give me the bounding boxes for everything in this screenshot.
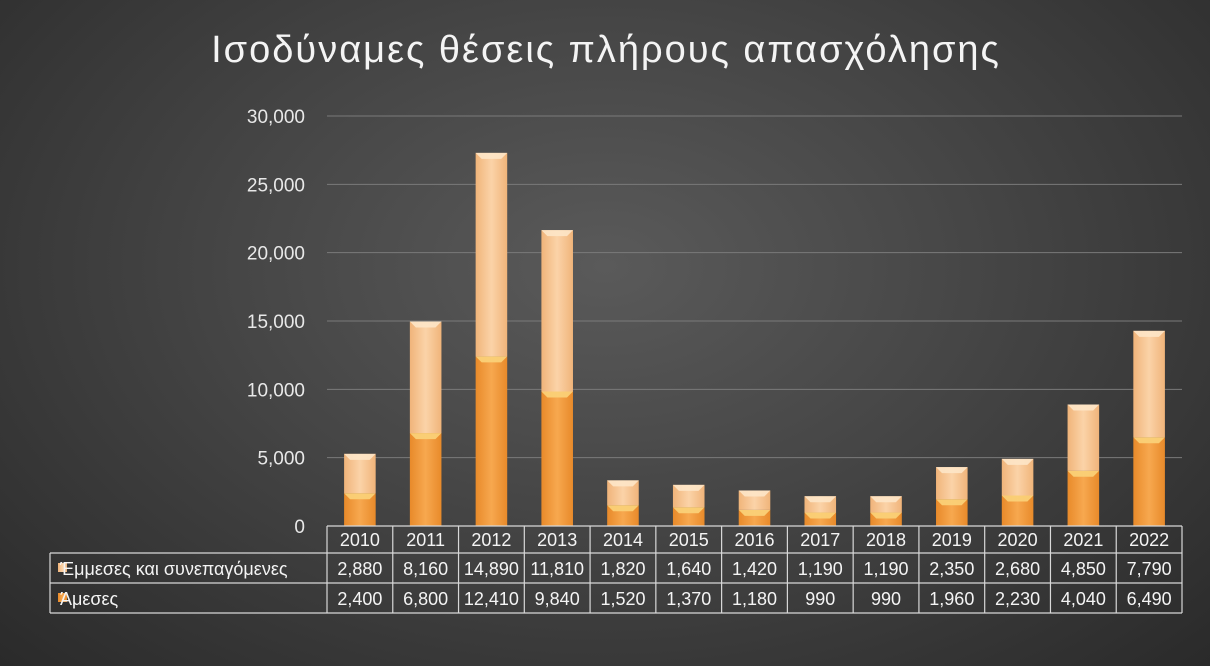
y-tick-label: 5,000 <box>257 449 305 470</box>
data-value: 1,370 <box>666 589 711 609</box>
bar-bevel <box>738 490 771 497</box>
y-axis-ticks: 0 5,000 10,000 15,000 20,000 25,000 30,000 <box>247 107 305 538</box>
bar-bevel <box>1067 470 1100 477</box>
bar-bevel <box>541 230 573 237</box>
series-name: Άμεσες <box>60 589 119 609</box>
bar-bevel <box>475 356 508 363</box>
bar-bevel <box>607 480 639 487</box>
bar-direct <box>1067 470 1100 526</box>
y-tick-label: 15,000 <box>247 312 305 333</box>
bar-indirect <box>1001 458 1034 496</box>
bars <box>344 152 1165 526</box>
legend-swatch <box>58 563 67 572</box>
data-value: 11,810 <box>530 559 584 579</box>
data-value: 9,840 <box>535 589 580 609</box>
category-label: 2013 <box>537 530 577 550</box>
data-value: 990 <box>805 589 835 609</box>
bar-indirect <box>1133 330 1165 438</box>
category-label: 2017 <box>800 530 840 550</box>
bar-bevel <box>870 512 902 519</box>
bar-bevel <box>607 505 639 512</box>
category-label: 2022 <box>1129 530 1169 550</box>
bar-bevel <box>804 512 837 519</box>
category-label: 2018 <box>866 530 906 550</box>
bar-indirect <box>475 152 508 357</box>
bar-bevel <box>1001 458 1034 465</box>
data-value: 2,880 <box>337 559 382 579</box>
data-table: 2010 2011 2012 2013 2014 2015 2016 2017 2018 2019… <box>49 525 1183 614</box>
data-value: 1,520 <box>600 589 645 609</box>
data-value: 2,230 <box>995 589 1040 609</box>
bar-direct <box>409 433 442 526</box>
data-value: 1,190 <box>798 559 843 579</box>
bar-indirect <box>344 453 376 494</box>
data-value: 14,890 <box>464 559 519 579</box>
bar-bevel <box>409 433 442 440</box>
bar-direct <box>541 391 573 526</box>
category-label: 2010 <box>340 530 380 550</box>
data-value: 1,820 <box>600 559 645 579</box>
bar-bevel <box>344 493 376 500</box>
bar-bevel <box>1001 495 1034 502</box>
data-value: 1,960 <box>929 589 974 609</box>
bar-bevel <box>936 499 968 506</box>
category-label: 2020 <box>998 530 1038 550</box>
data-value: 2,350 <box>929 559 974 579</box>
bar-direct <box>1133 437 1165 526</box>
y-tick-label: 0 <box>294 517 305 538</box>
data-value: 2,680 <box>995 559 1040 579</box>
data-value: 1,420 <box>732 559 777 579</box>
bar-bevel <box>475 152 508 159</box>
bar-bevel <box>738 509 771 516</box>
bar-bevel <box>936 467 968 474</box>
category-label: 2016 <box>734 530 774 550</box>
bar-bevel <box>1133 330 1165 337</box>
bar-bevel <box>804 496 837 503</box>
y-tick-label: 25,000 <box>247 175 305 196</box>
category-label: 2014 <box>603 530 643 550</box>
bar-bevel <box>344 453 376 460</box>
bar-bevel <box>541 391 573 398</box>
category-label: 2011 <box>406 530 445 550</box>
data-value: 12,410 <box>464 589 519 609</box>
data-value: 4,040 <box>1061 589 1106 609</box>
bar-bevel <box>672 507 705 514</box>
data-value: 1,180 <box>732 589 777 609</box>
bar-indirect <box>1067 404 1100 471</box>
data-value: 6,490 <box>1127 589 1172 609</box>
data-value: 1,640 <box>666 559 711 579</box>
data-value: 8,160 <box>403 559 448 579</box>
category-label: 2021 <box>1063 530 1103 550</box>
gridlines <box>327 115 1182 459</box>
data-value: 7,790 <box>1127 559 1172 579</box>
series-name: Έμμεσες και συνεπαγόμενες <box>59 559 288 579</box>
bar-indirect <box>541 230 573 392</box>
category-label: 2012 <box>471 530 511 550</box>
y-tick-label: 30,000 <box>247 107 305 128</box>
data-value: 4,850 <box>1061 559 1106 579</box>
bar-bevel <box>672 484 705 491</box>
chart-title: Ισοδύναμες θέσεις πλήρους απασχόλησης <box>211 29 1001 71</box>
data-value: 990 <box>871 589 901 609</box>
bar-bevel <box>870 496 902 503</box>
bar-direct <box>475 356 508 526</box>
data-value: 6,800 <box>403 589 448 609</box>
category-label: 2015 <box>669 530 709 550</box>
bar-bevel <box>1133 437 1165 444</box>
bar-bevel <box>1067 404 1100 411</box>
data-value: 1,190 <box>864 559 909 579</box>
y-tick-label: 20,000 <box>247 244 305 265</box>
data-value: 2,400 <box>337 589 382 609</box>
y-tick-label: 10,000 <box>247 380 305 401</box>
bar-indirect <box>409 321 442 434</box>
bar-bevel <box>409 321 442 328</box>
legend-swatch <box>58 593 67 602</box>
category-label: 2019 <box>932 530 972 550</box>
